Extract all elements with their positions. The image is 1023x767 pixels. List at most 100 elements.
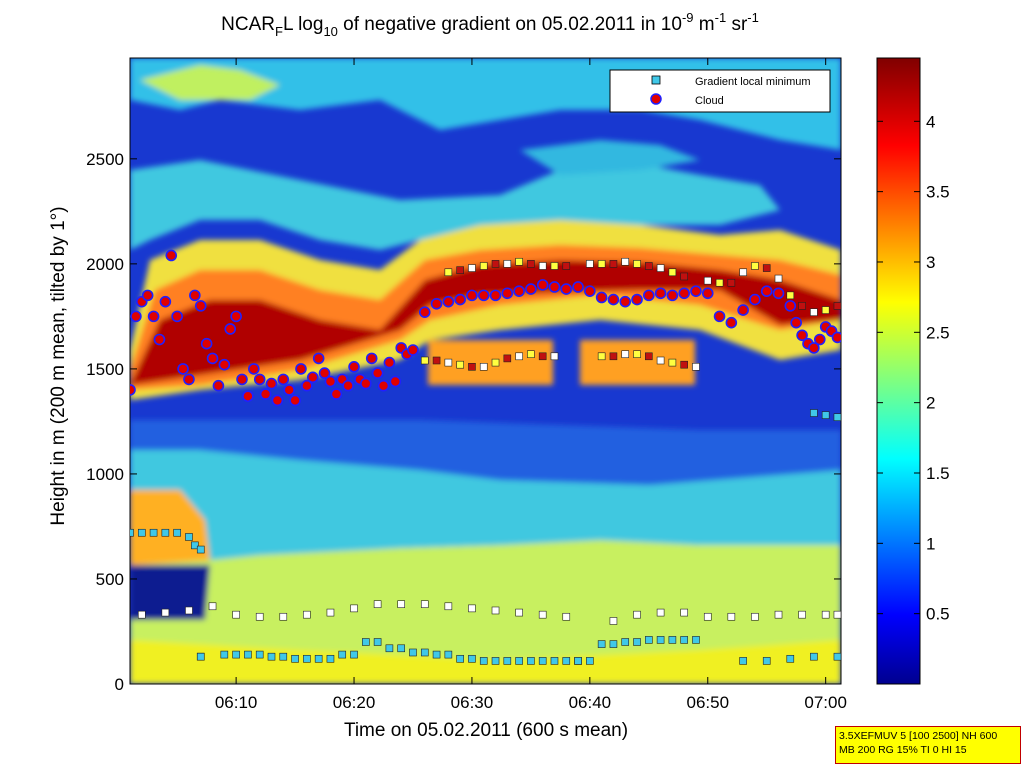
gradient-min-point (751, 612, 759, 621)
gradient-min-point (232, 610, 240, 619)
title-sup3: -1 (747, 10, 759, 25)
cloud-point (548, 281, 561, 293)
cloud-point (371, 367, 384, 379)
colorbar-gradient (876, 57, 921, 685)
gradient-min-point (680, 608, 688, 617)
title-part5: sr (726, 14, 748, 35)
gradient-min-point (338, 650, 347, 659)
gradient-min-point (491, 358, 500, 367)
gradient-min-point (420, 356, 429, 365)
heatmap-upper-yellow (140, 65, 280, 100)
parameter-info-box: 3.5XEFMUV 5 [100 2500] NH 600 MB 200 RG … (835, 726, 1021, 764)
gradient-min-point (432, 356, 441, 365)
gradient-min-point (515, 657, 523, 665)
gradient-min-point (479, 362, 488, 371)
gradient-min-point (680, 636, 688, 644)
title-part1: NCAR (221, 14, 275, 35)
gradient-min-point (833, 302, 841, 310)
cloud-point (265, 377, 278, 390)
cloud-point (666, 289, 679, 302)
gradient-min-point (751, 262, 759, 270)
gradient-min-point (527, 350, 535, 358)
colorbar-tick-label: 4 (926, 112, 935, 131)
gradient-min-point (680, 272, 688, 281)
colorbar-tick-label: 0.5 (926, 605, 950, 624)
cloud-point (808, 342, 820, 354)
colorbar-tick-label: 1 (926, 534, 935, 553)
cloud-point (477, 289, 490, 302)
gradient-min-point (798, 610, 806, 619)
gradient-min-point (149, 528, 158, 537)
cloud-point (643, 289, 655, 302)
gradient-min-point (255, 650, 264, 659)
cloud-point (501, 287, 514, 300)
gradient-min-point (833, 413, 841, 422)
gradient-min-point (798, 302, 806, 310)
gradient-min-point (621, 638, 630, 646)
gradient-min-point (550, 352, 559, 361)
cloud-point (194, 300, 207, 312)
x-tick-label: 07:00 (804, 693, 847, 712)
y-tick-label: 1000 (86, 465, 124, 484)
legend-box (609, 69, 831, 113)
gradient-min-point (456, 360, 464, 369)
cloud-point (407, 344, 419, 356)
gradient-min-point (786, 654, 795, 663)
gradient-min-point (668, 636, 677, 644)
heatmap-field (130, 58, 841, 684)
gradient-min-point (562, 612, 571, 621)
gradient-min-point (597, 260, 606, 268)
data-markers (130, 249, 841, 665)
cloud-point (536, 279, 549, 291)
gradient-min-point (444, 268, 453, 277)
gradient-min-point (645, 352, 653, 361)
gradient-min-point (562, 657, 571, 665)
gradient-min-point (468, 264, 476, 272)
gradient-min-point (645, 262, 653, 270)
info-line-2: MB 200 RG 15% TI 0 HI 15 (839, 744, 967, 756)
gradient-min-point (255, 612, 264, 621)
gradient-min-point (538, 657, 547, 665)
gradient-min-point (821, 411, 830, 419)
legend: Gradient local minimum Cloud (609, 69, 831, 113)
y-axis: 0 500 1000 1500 2000 2500 (86, 150, 841, 694)
cloud-point (248, 363, 260, 375)
cloud-point (690, 285, 702, 297)
cloud-point (277, 373, 290, 386)
cloud-point (389, 375, 402, 388)
gradient-min-point (597, 352, 606, 361)
cloud-point (165, 249, 178, 262)
gradient-min-point (432, 650, 441, 659)
cloud-point (342, 379, 354, 392)
gradient-min-point (668, 268, 677, 277)
gradient-min-point (833, 652, 841, 661)
gradient-min-point (739, 268, 747, 277)
cloud-point (619, 295, 632, 308)
y-tick-label: 500 (96, 570, 124, 589)
x-tick-label: 06:10 (215, 693, 258, 712)
gradient-min-point (137, 610, 146, 619)
gradient-min-point (350, 604, 358, 613)
gradient-min-point (220, 650, 229, 659)
cloud-point (236, 373, 248, 386)
gradient-min-point (444, 602, 453, 611)
gradient-min-point (456, 266, 464, 274)
x-axis-label: Time on 05.02.2011 (600 s mean) (344, 720, 628, 741)
cloud-point (383, 356, 396, 369)
cloud-point (348, 360, 360, 373)
gradient-min-point (503, 354, 512, 363)
cloud-point (713, 310, 726, 323)
gradient-min-point (597, 640, 606, 648)
title-sub1: F (275, 24, 283, 39)
cloud-point (295, 363, 307, 375)
gradient-min-point (586, 657, 594, 665)
cloud-point (595, 291, 608, 304)
gradient-min-point (550, 657, 559, 665)
y-tick-label: 2500 (86, 150, 124, 169)
gradient-min-point (373, 638, 382, 646)
x-tick-label: 06:20 (333, 693, 376, 712)
colorbar-tick-label: 2 (926, 394, 935, 413)
plot-frame (129, 57, 842, 685)
cloud-point (442, 295, 455, 308)
